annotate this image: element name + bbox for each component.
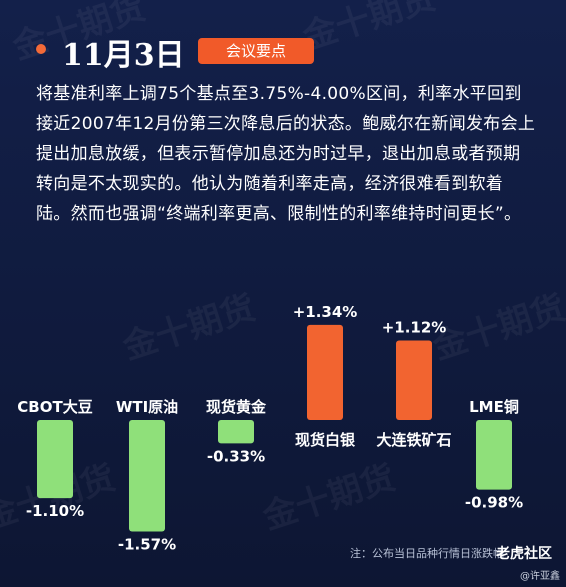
bar-0 [37,420,73,499]
brand-label: 老虎社区 [496,546,552,562]
bullet-dot [36,44,46,54]
change-bar-chart: -1.10% CBOT大豆 -1.57% WTI原油 -0.33% 现货黄金 +1.34% 现… [17,303,523,554]
meeting-tag: 会议要点 [198,38,314,64]
value-label-2: -0.33% [207,447,265,465]
category-label-5: LME铜 [469,398,519,416]
summary-paragraph: 将基准利率上调75个基点至3.75%-4.00%区间，利率水平回到接近2007年… [36,84,536,224]
value-label-1: -1.57% [118,535,176,553]
author-label: @许亚鑫 [520,571,560,582]
value-label-5: -0.98% [465,494,523,512]
bar-4 [396,340,432,420]
bar-1 [129,420,165,532]
value-label-0: -1.10% [26,502,84,520]
category-label-3: 现货白银 [295,431,356,449]
bar-5 [476,420,512,490]
category-label-2: 现货黄金 [206,398,267,416]
footnote: 注：公布当日品种行情日涨跌幅 [350,547,504,560]
watermark: 金十期货 [298,0,440,58]
date-heading: 11月3日 [62,38,185,73]
value-label-3: +1.34% [293,303,358,321]
bar-3 [307,324,343,420]
category-label-0: CBOT大豆 [17,398,92,416]
value-label-4: +1.12% [382,318,447,336]
category-label-4: 大连铁矿石 [376,431,451,449]
category-label-1: WTI原油 [116,398,178,416]
bar-2 [218,420,254,444]
